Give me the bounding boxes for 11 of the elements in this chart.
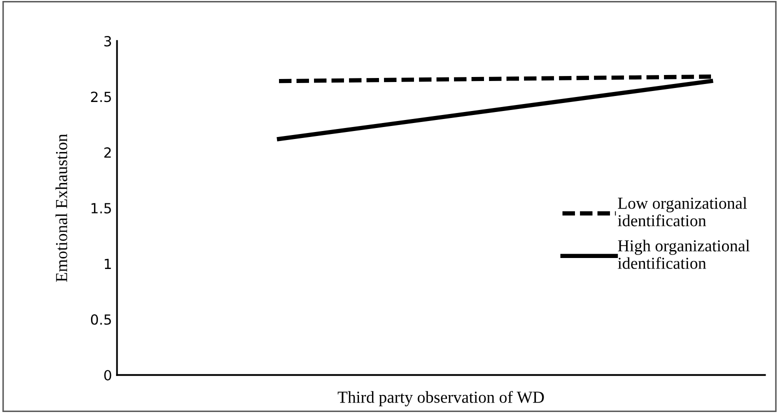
y-tick-label: 1 (104, 258, 111, 269)
y-tick-label: 2.5 (91, 92, 111, 102)
y-tick-label: 1.5 (92, 203, 111, 214)
y-tick-label: 0 (104, 370, 112, 380)
y-tick-label: 0.5 (90, 314, 111, 325)
y-tick-label: 3 (104, 36, 112, 46)
y-tick-label: 2 (104, 147, 111, 158)
x-axis-title: Third party observation of WD (338, 390, 544, 406)
legend-label: Low organizational identification (618, 197, 747, 226)
y-axis-title: Emotional Exhaustion (55, 134, 68, 282)
legend-label: High organizational identification (618, 240, 750, 269)
